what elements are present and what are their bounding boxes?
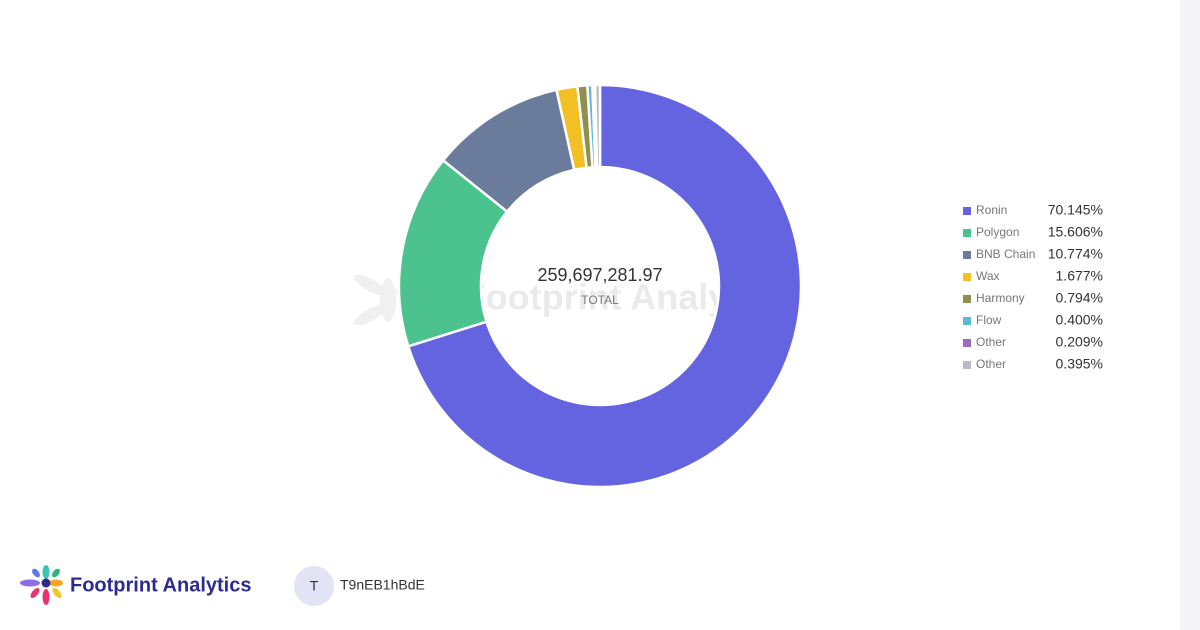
brand-name: Footprint Analytics (70, 574, 251, 596)
legend-label: Other (976, 357, 1006, 371)
center-value: 259,697,281.97 (537, 265, 662, 285)
avatar[interactable] (294, 566, 334, 606)
legend-swatch (963, 229, 971, 237)
legend-swatch (963, 361, 971, 369)
legend-label: Wax (976, 269, 1000, 283)
legend-label: Other (976, 335, 1006, 349)
legend-swatch (963, 339, 971, 347)
avatar-initial: T (310, 578, 319, 594)
legend-swatch (963, 251, 971, 259)
legend-swatch (963, 295, 971, 303)
legend-label: BNB Chain (976, 247, 1035, 261)
donut-segment (593, 83, 602, 169)
legend-value: 0.209% (1056, 334, 1103, 350)
legend-value: 0.400% (1056, 312, 1103, 328)
legend-value: 15.606% (1048, 224, 1103, 240)
legend-label: Ronin (976, 203, 1007, 217)
legend-value: 1.677% (1056, 268, 1103, 284)
legend-swatch (963, 273, 971, 281)
legend-value: 10.774% (1048, 246, 1103, 262)
brand-logo (20, 565, 63, 605)
legend-label: Harmony (976, 291, 1025, 305)
legend-swatch (963, 207, 971, 215)
legend-value: 0.395% (1056, 356, 1103, 372)
legend-value: 0.794% (1056, 290, 1103, 306)
scrollbar-track (1180, 0, 1200, 630)
legend-value: 70.145% (1048, 202, 1103, 218)
user-name[interactable]: T9nEB1hBdE (340, 577, 425, 593)
center-label: TOTAL (581, 293, 619, 307)
legend-label: Flow (976, 313, 1002, 327)
legend-label: Polygon (976, 225, 1019, 239)
donut-segment (406, 83, 803, 489)
legend-swatch (963, 317, 971, 325)
